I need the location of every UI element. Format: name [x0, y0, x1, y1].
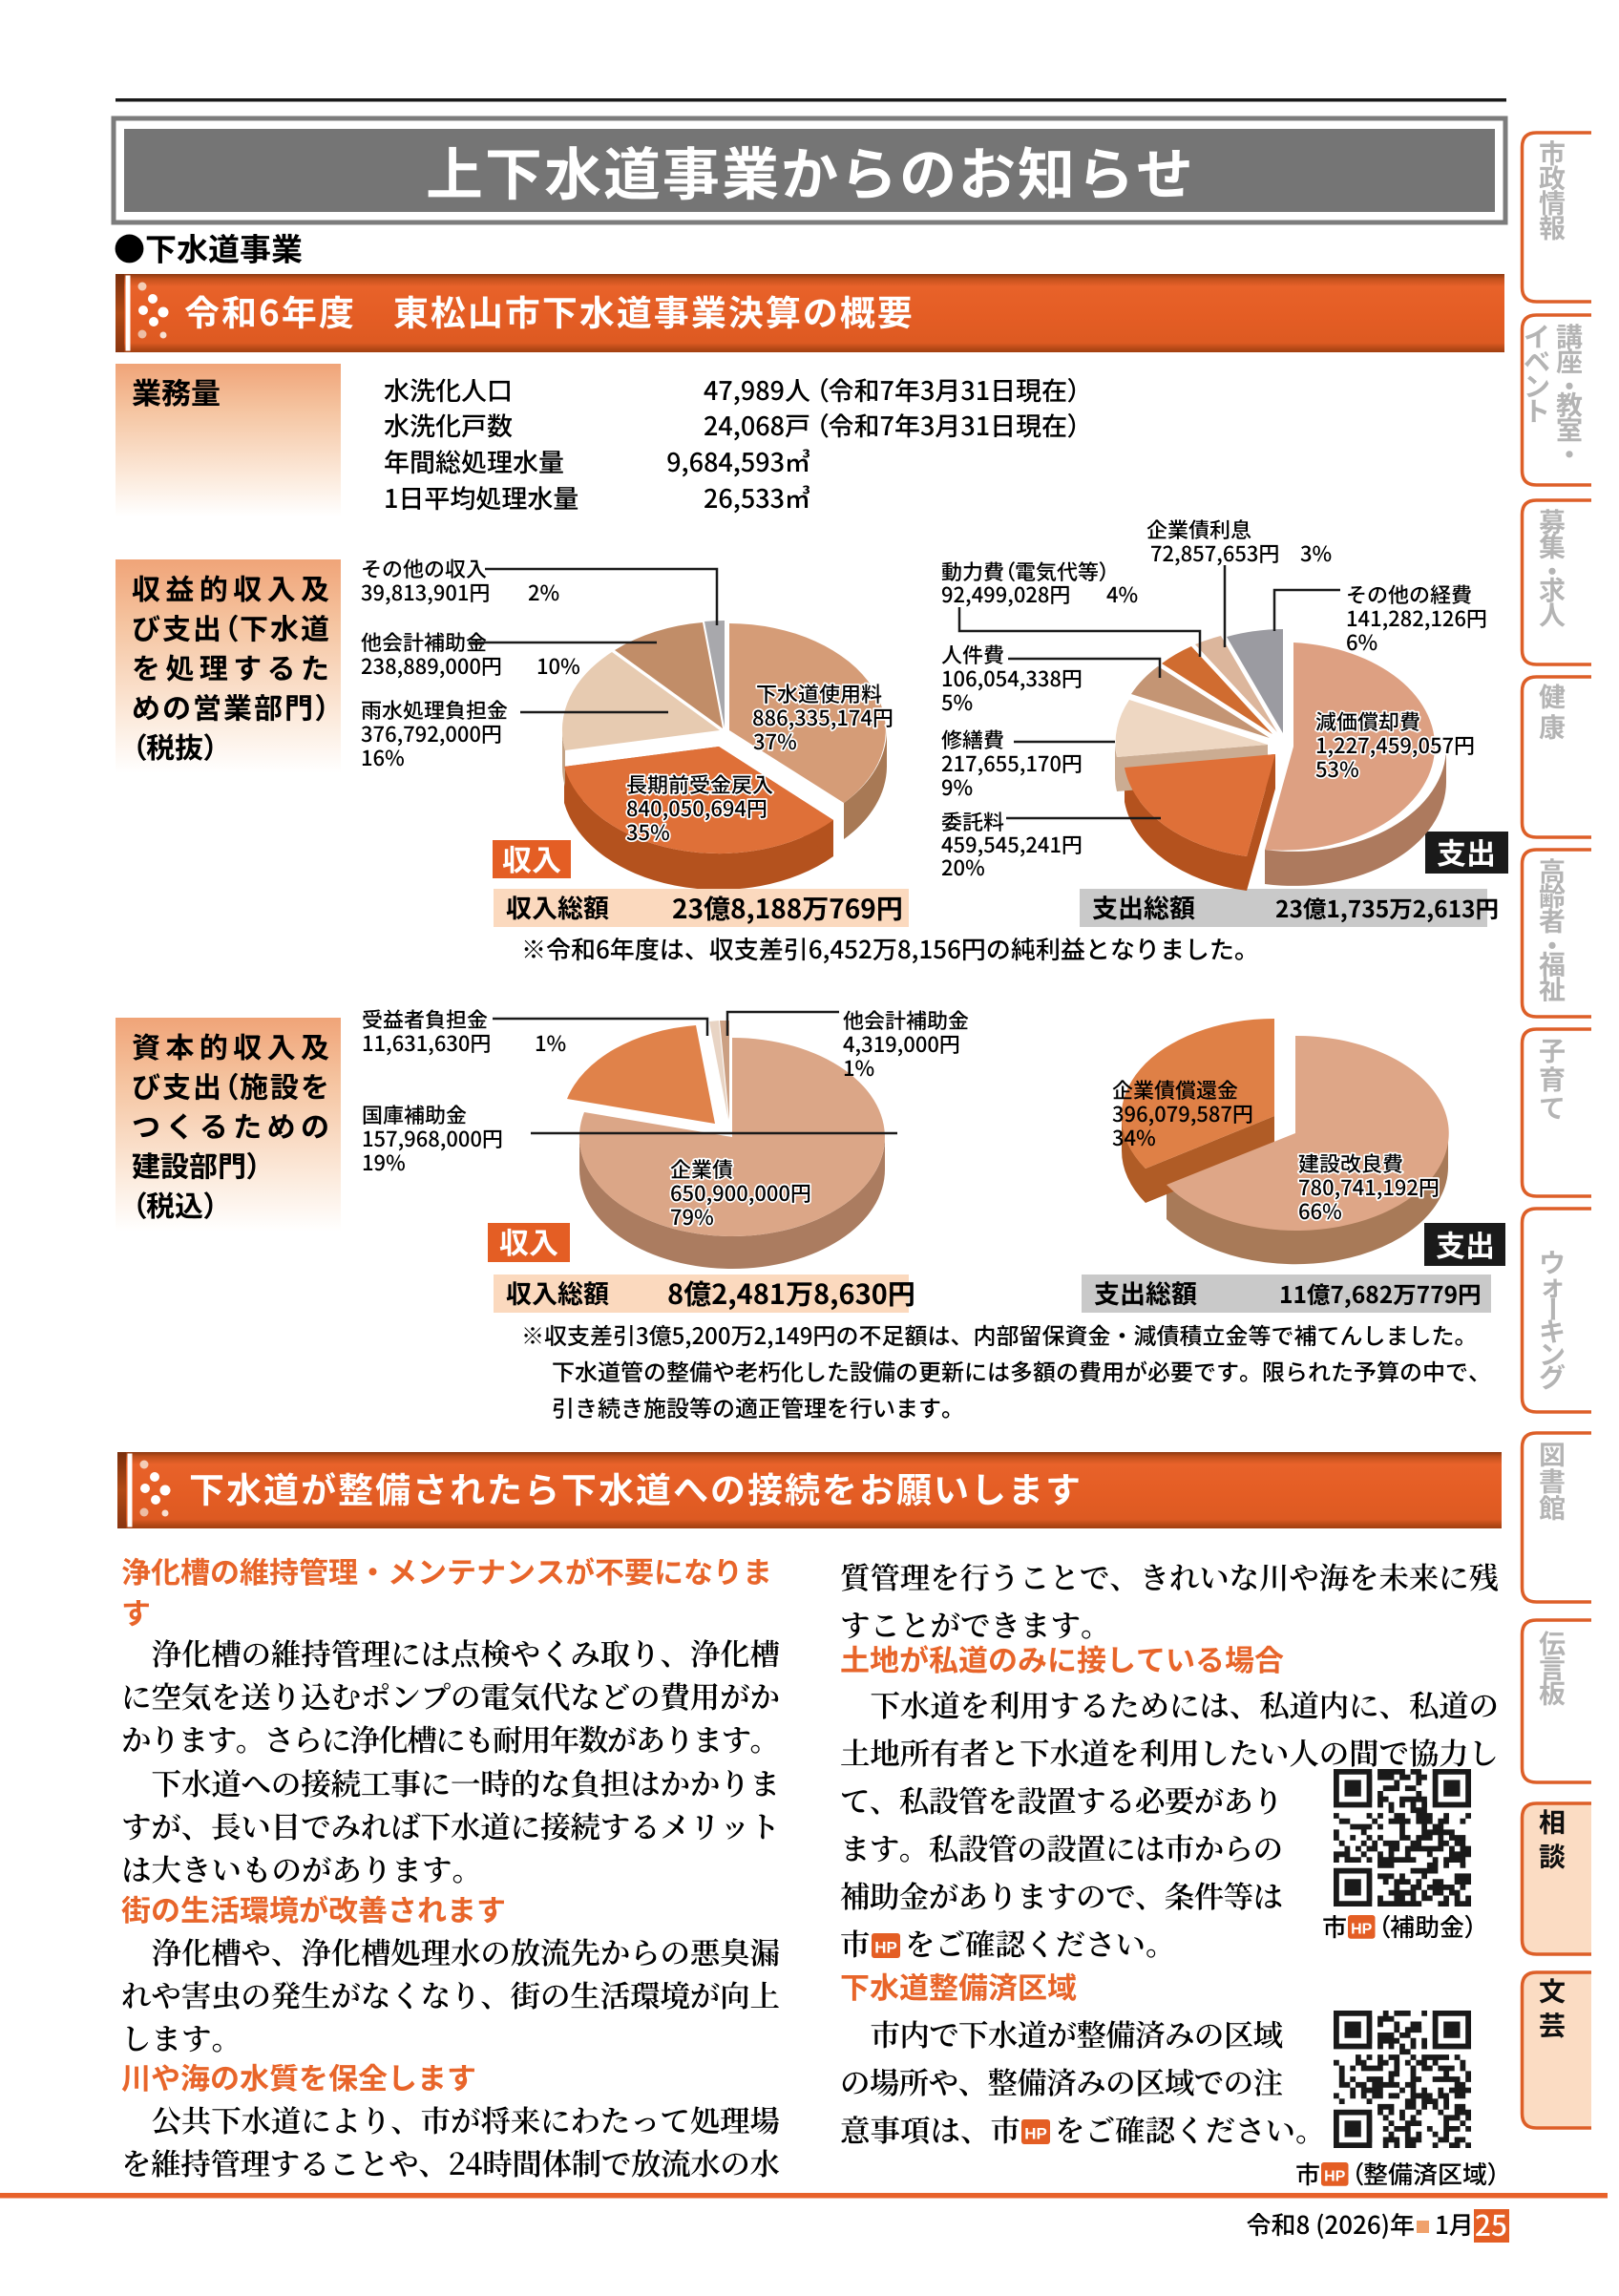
- svg-text:HP: HP: [1351, 1921, 1373, 1937]
- svg-text:HP: HP: [1324, 2168, 1346, 2184]
- svg-text:HP: HP: [874, 1938, 897, 1956]
- svg-text:HP: HP: [1024, 2124, 1047, 2142]
